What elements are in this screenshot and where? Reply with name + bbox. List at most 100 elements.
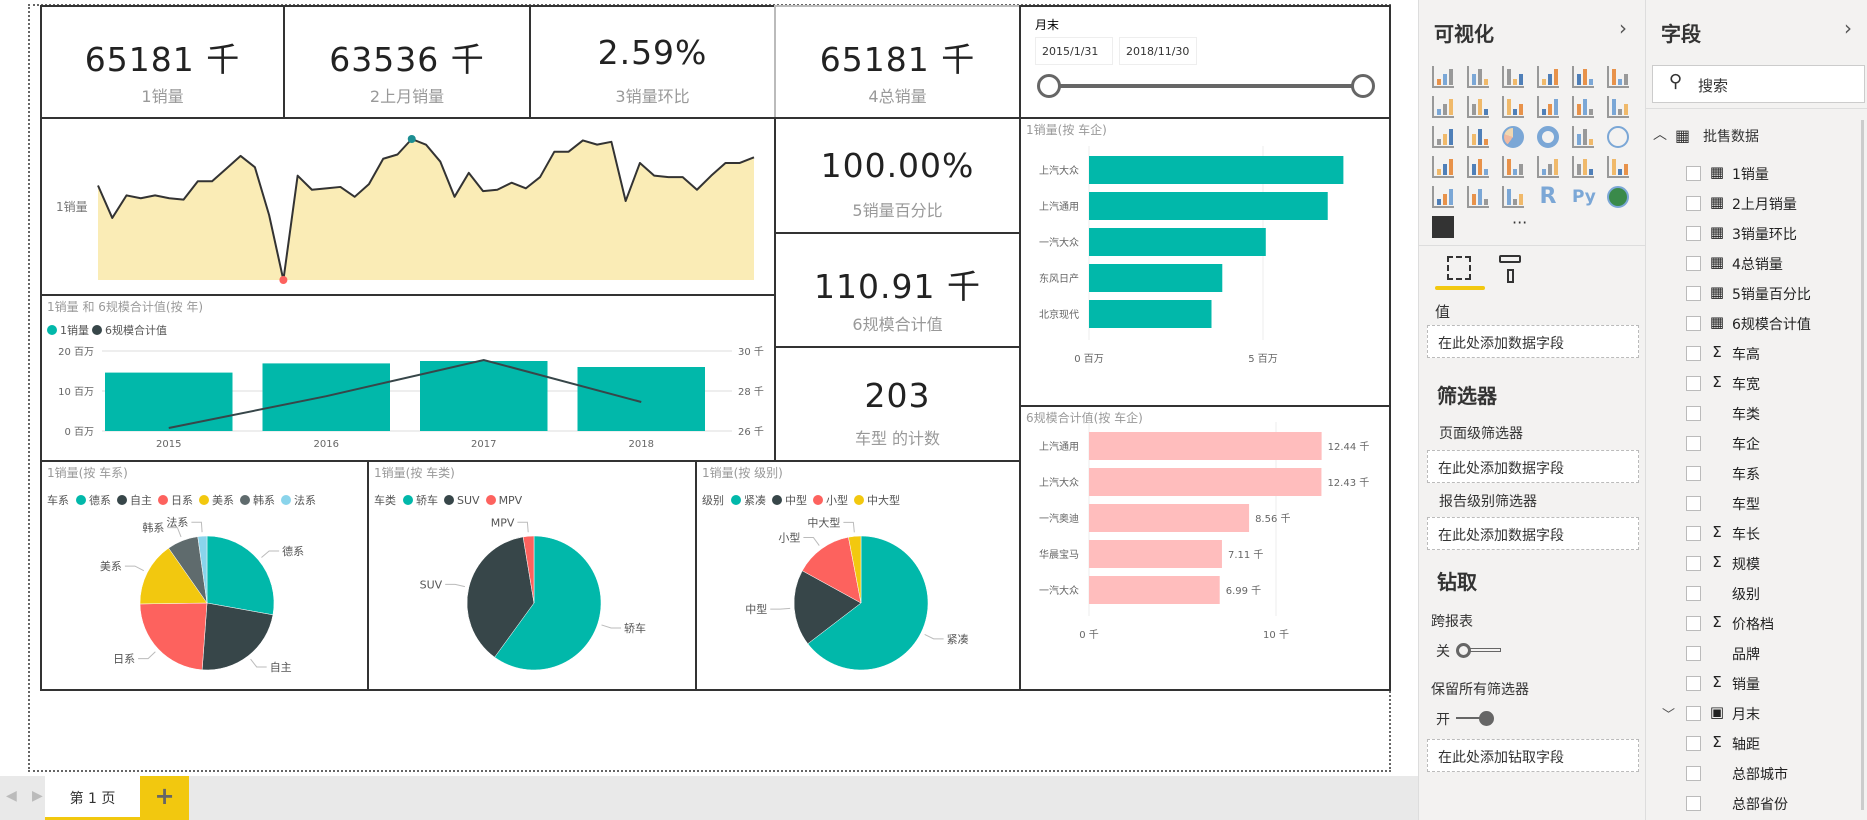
date-slicer[interactable]: 月末 2015/1/31 2018/11/30 xyxy=(1019,5,1391,119)
field-item[interactable]: 品牌 xyxy=(1646,640,1856,670)
table-row-batch-sales[interactable]: ︿ ▦ 批售数据 xyxy=(1646,122,1856,152)
field-checkbox[interactable] xyxy=(1686,586,1701,601)
sales-by-maker-chart[interactable]: 1销量(按 车企) 0 百万 5 百万 上汽大众 上汽通用 一汽大众 东风日产 北京现代 xyxy=(1019,117,1391,407)
field-item[interactable]: 车型 xyxy=(1646,490,1856,520)
legend-label[interactable]: 自主 xyxy=(130,494,152,507)
funnel-visual-icon[interactable] xyxy=(1467,156,1489,178)
field-checkbox[interactable] xyxy=(1686,556,1701,571)
kpi-card-percent[interactable]: 100.00% 5销量百分比 xyxy=(774,117,1021,234)
table-visual-icon[interactable] xyxy=(1467,186,1489,208)
scroll-left-icon[interactable]: ◀ xyxy=(6,788,17,804)
slider-start-handle[interactable] xyxy=(1037,74,1061,98)
drillthrough-drop-zone[interactable]: 在此处添加钻取字段 xyxy=(1427,739,1639,772)
kpi-card-mom[interactable]: 2.59% 3销量环比 xyxy=(529,5,776,119)
legend-label[interactable]: 日系 xyxy=(171,494,193,507)
kpi-card-scale[interactable]: 110.91 千 6规模合计值 xyxy=(774,232,1021,348)
filled-map-visual-icon[interactable] xyxy=(1432,156,1454,178)
sales-by-class-pie[interactable]: 1销量(按 级别) 级别 紧凑 中型 小型 中大型 紧凑 中型 小型 中大型 xyxy=(695,460,1021,691)
field-checkbox[interactable] xyxy=(1686,226,1701,241)
field-checkbox[interactable] xyxy=(1686,706,1701,721)
field-item[interactable]: ▦ 6规模合计值 xyxy=(1646,310,1856,340)
scrollbar[interactable] xyxy=(1861,120,1864,810)
slicer-visual-icon[interactable] xyxy=(1432,186,1454,208)
slicer-start-date[interactable]: 2015/1/31 xyxy=(1035,37,1113,65)
field-item[interactable]: 级别 xyxy=(1646,580,1856,610)
pie-visual-icon[interactable] xyxy=(1502,126,1524,148)
ribbon-visual-icon[interactable] xyxy=(1607,96,1629,118)
gauge-visual-icon[interactable] xyxy=(1502,156,1524,178)
field-item[interactable]: ▦ 5销量百分比 xyxy=(1646,280,1856,310)
field-checkbox[interactable] xyxy=(1686,406,1701,421)
legend-label[interactable]: 轿车 xyxy=(416,494,438,507)
multi-row-card-visual-icon[interactable] xyxy=(1572,156,1594,178)
line-column-visual-icon[interactable] xyxy=(1537,96,1559,118)
scroll-right-icon[interactable]: ▶ xyxy=(32,788,43,804)
field-item[interactable]: 总部省份 xyxy=(1646,790,1856,820)
field-checkbox[interactable] xyxy=(1686,736,1701,751)
tab-page-1[interactable]: 第 1 页 xyxy=(45,776,140,820)
donut-visual-icon[interactable] xyxy=(1537,126,1559,148)
field-checkbox[interactable] xyxy=(1686,676,1701,691)
format-paint-roller-icon[interactable] xyxy=(1499,255,1521,285)
scale-by-maker-chart[interactable]: 6规模合计值(按 车企) 0 千 10 千 上汽通用 12.44 千上汽大众 12.43… xyxy=(1019,405,1391,691)
kpi-visual-icon[interactable] xyxy=(1607,156,1629,178)
values-drop-zone[interactable]: 在此处添加数据字段 xyxy=(1427,325,1639,358)
field-checkbox[interactable] xyxy=(1686,796,1701,811)
arcgis-map-visual-icon[interactable] xyxy=(1607,186,1629,208)
100-stacked-bar-visual-icon[interactable] xyxy=(1572,66,1594,88)
legend-label[interactable]: MPV xyxy=(498,493,523,507)
sales-by-origin-pie[interactable]: 1销量(按 车系) 车系 德系 自主 日系 美系 韩系 法系 德系 自主 日系 美系 韩系 法系 xyxy=(40,460,369,691)
legend-label[interactable]: SUV xyxy=(457,493,480,507)
stacked-area-visual-icon[interactable] xyxy=(1502,96,1524,118)
field-item[interactable]: Σ 车高 xyxy=(1646,340,1856,370)
legend-label[interactable]: 韩系 xyxy=(253,494,275,507)
kpi-card-last-month[interactable]: 63536 千 2上月销量 xyxy=(283,5,531,119)
legend-label[interactable]: 小型 xyxy=(826,494,848,507)
field-item[interactable]: Σ 规模 xyxy=(1646,550,1856,580)
waterfall-visual-icon[interactable] xyxy=(1432,126,1454,148)
field-checkbox[interactable] xyxy=(1686,256,1701,271)
field-checkbox[interactable] xyxy=(1686,316,1701,331)
kpi-card-total[interactable]: 65181 千 4总销量 xyxy=(774,5,1021,119)
field-item[interactable]: 车类 xyxy=(1646,400,1856,430)
legend-label[interactable]: 美系 xyxy=(212,494,234,507)
slider-end-handle[interactable] xyxy=(1351,74,1375,98)
treemap-visual-icon[interactable] xyxy=(1572,126,1594,148)
sales-by-type-pie[interactable]: 1销量(按 车类) 车类 轿车 SUV MPV 轿车 SUV MPV xyxy=(367,460,697,691)
scatter-visual-icon[interactable] xyxy=(1467,126,1489,148)
field-item[interactable]: Σ 价格档 xyxy=(1646,610,1856,640)
clustered-bar-visual-icon[interactable] xyxy=(1502,66,1524,88)
field-checkbox[interactable] xyxy=(1686,646,1701,661)
field-checkbox[interactable] xyxy=(1686,496,1701,511)
collapse-caret-icon[interactable]: ︿ xyxy=(1653,127,1667,143)
matrix-visual-icon[interactable] xyxy=(1502,186,1524,208)
search-input[interactable]: ⚲ 搜索 xyxy=(1652,65,1865,103)
custom-visual-visual-icon[interactable] xyxy=(1432,216,1454,238)
field-checkbox[interactable] xyxy=(1686,466,1701,481)
python-visual-visual-icon[interactable]: Py xyxy=(1572,187,1596,207)
100-stacked-column-visual-icon[interactable] xyxy=(1607,66,1629,88)
map-visual-icon[interactable] xyxy=(1607,126,1629,148)
keep-filters-toggle[interactable] xyxy=(1456,711,1513,726)
sales-trend-chart[interactable]: 1销量 xyxy=(40,117,776,296)
field-item[interactable]: Σ 车宽 xyxy=(1646,370,1856,400)
collapse-chevron-icon[interactable]: › xyxy=(1844,16,1852,40)
field-item[interactable]: Σ 车长 xyxy=(1646,520,1856,550)
line-clustered-column-visual-icon[interactable] xyxy=(1572,96,1594,118)
area-visual-icon[interactable] xyxy=(1467,96,1489,118)
field-item[interactable]: ▦ 3销量环比 xyxy=(1646,220,1856,250)
line-visual-icon[interactable] xyxy=(1432,96,1454,118)
field-checkbox[interactable] xyxy=(1686,196,1701,211)
collapse-chevron-icon[interactable]: › xyxy=(1619,16,1627,40)
stacked-column-visual-icon[interactable] xyxy=(1467,66,1489,88)
field-item[interactable]: ▦ 2上月销量 xyxy=(1646,190,1856,220)
field-item[interactable]: Σ 销量 xyxy=(1646,670,1856,700)
kpi-card-model-count[interactable]: 203 车型 的计数 xyxy=(774,346,1021,462)
legend-label[interactable]: 德系 xyxy=(89,494,111,507)
stacked-bar-visual-icon[interactable] xyxy=(1432,66,1454,88)
expand-chevron-icon[interactable]: ﹀ xyxy=(1662,708,1676,723)
slicer-end-date[interactable]: 2018/11/30 xyxy=(1119,37,1197,65)
field-item[interactable]: 总部城市 xyxy=(1646,760,1856,790)
card-visual-icon[interactable] xyxy=(1537,156,1559,178)
legend-label[interactable]: 紧凑 xyxy=(744,494,766,507)
